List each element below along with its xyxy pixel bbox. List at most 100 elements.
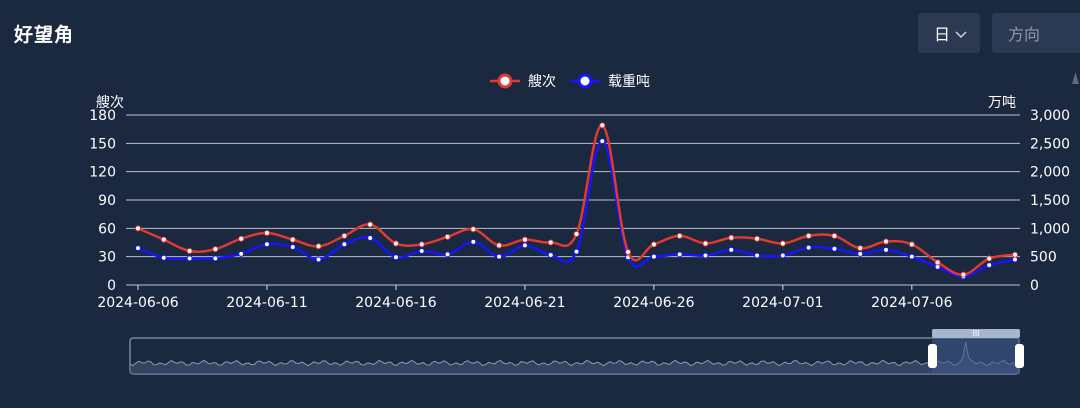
- point-count: [1012, 251, 1018, 258]
- point-count: [392, 240, 399, 247]
- point-tonnage: [857, 250, 864, 257]
- point-tonnage: [521, 242, 528, 249]
- point-count: [186, 248, 193, 254]
- point-count: [212, 246, 219, 253]
- series-line-tonnage: [137, 139, 1016, 278]
- legend-label: 艘次: [528, 74, 556, 90]
- point-tonnage: [805, 244, 812, 251]
- point-count: [135, 225, 141, 232]
- x-tick-label: 2024-06-26: [613, 295, 694, 311]
- point-tonnage: [341, 241, 348, 248]
- point-tonnage: [573, 248, 580, 255]
- point-tonnage: [883, 246, 890, 253]
- legend-label: 载重吨: [608, 74, 650, 90]
- point-tonnage: [702, 252, 709, 259]
- period-dropdown[interactable]: 日: [918, 13, 980, 53]
- y-left-tick-label: 150: [89, 136, 116, 152]
- y-right-tick-label: 500: [1030, 250, 1057, 266]
- legend-marker: [497, 73, 513, 89]
- point-count: [367, 221, 374, 228]
- zoom-sparkline-area: [130, 342, 1019, 374]
- point-count: [857, 245, 864, 252]
- point-count: [702, 240, 709, 247]
- y-right-tick-label: 3,000: [1030, 108, 1070, 124]
- point-count: [960, 271, 967, 278]
- point-tonnage: [315, 256, 322, 263]
- point-count: [650, 241, 657, 248]
- point-tonnage: [908, 253, 915, 260]
- y-right-tick-label: 2,000: [1030, 165, 1070, 181]
- point-tonnage: [496, 253, 503, 260]
- y-left-tick-label: 0: [107, 278, 116, 294]
- data-zoom-slider[interactable]: III: [129, 329, 1024, 375]
- point-count: [831, 232, 838, 239]
- x-tick-label: 2024-07-01: [742, 295, 823, 311]
- y-left-tick-label: 60: [98, 221, 116, 237]
- page-title: 好望角: [14, 24, 75, 46]
- point-tonnage: [650, 253, 657, 260]
- point-count: [315, 243, 322, 250]
- point-tonnage: [779, 252, 786, 259]
- direction-placeholder: 方向: [1008, 25, 1041, 44]
- point-tonnage: [547, 251, 554, 258]
- point-count: [444, 233, 451, 240]
- y-left-tick-label: 180: [89, 108, 116, 124]
- y-right-tick-label: 2,500: [1030, 136, 1070, 152]
- point-count: [883, 238, 890, 245]
- point-count: [573, 231, 580, 237]
- x-tick-label: 2024-06-21: [484, 295, 565, 311]
- zoom-right-handle: [1015, 344, 1024, 368]
- point-tonnage: [676, 251, 683, 258]
- x-tick-label: 2024-07-06: [871, 295, 952, 311]
- chart-legend[interactable]: 艘次 载重吨: [490, 73, 650, 90]
- point-tonnage: [135, 245, 141, 252]
- point-tonnage: [754, 252, 761, 259]
- point-count: [754, 235, 761, 242]
- point-count: [676, 232, 683, 239]
- chevron-down-icon: [954, 24, 968, 43]
- point-count: [547, 239, 554, 246]
- point-tonnage: [444, 251, 451, 258]
- y-right-tick-label: 1,500: [1030, 193, 1070, 209]
- point-tonnage: [831, 245, 838, 252]
- y-right-tick-label: 0: [1030, 278, 1039, 294]
- point-count: [779, 240, 786, 247]
- point-tonnage: [289, 244, 296, 251]
- point-count: [418, 241, 425, 248]
- point-tonnage: [986, 262, 993, 269]
- point-count: [986, 255, 993, 262]
- point-tonnage: [599, 138, 606, 145]
- direction-dropdown[interactable]: 方向: [992, 13, 1080, 53]
- point-tonnage: [212, 255, 219, 262]
- chart-series: [135, 122, 1018, 280]
- point-tonnage: [263, 241, 270, 248]
- zoom-sparkline: [129, 341, 1020, 367]
- point-tonnage: [392, 254, 399, 261]
- point-tonnage: [238, 250, 245, 257]
- point-tonnage: [418, 248, 425, 254]
- collapse-arrow-icon[interactable]: [1071, 70, 1080, 89]
- x-tick-label: 2024-06-11: [226, 295, 307, 311]
- chart-axes: 0 30 60 90 120 150 180 0 500 1,000 1,500 2,000 2,500…: [89, 95, 1070, 311]
- chart-grid: [126, 114, 1020, 286]
- y-right-tick-label: 1,000: [1030, 221, 1070, 237]
- y-right-unit-label: 万吨: [988, 95, 1016, 111]
- point-tonnage: [160, 254, 167, 261]
- point-tonnage: [470, 238, 477, 245]
- zoom-selected-window: [932, 338, 1020, 374]
- point-count: [263, 230, 270, 237]
- zoom-left-handle: [928, 344, 937, 368]
- point-count: [805, 232, 812, 239]
- point-count: [521, 236, 528, 243]
- point-count: [341, 232, 348, 239]
- point-count: [160, 236, 167, 243]
- point-tonnage: [367, 234, 374, 241]
- point-count: [908, 241, 915, 248]
- y-left-tick-label: 90: [98, 193, 116, 209]
- period-value: 日: [934, 25, 951, 44]
- point-count: [238, 235, 245, 242]
- series-line-count: [137, 124, 1016, 276]
- point-count: [470, 226, 477, 233]
- point-count: [496, 242, 503, 249]
